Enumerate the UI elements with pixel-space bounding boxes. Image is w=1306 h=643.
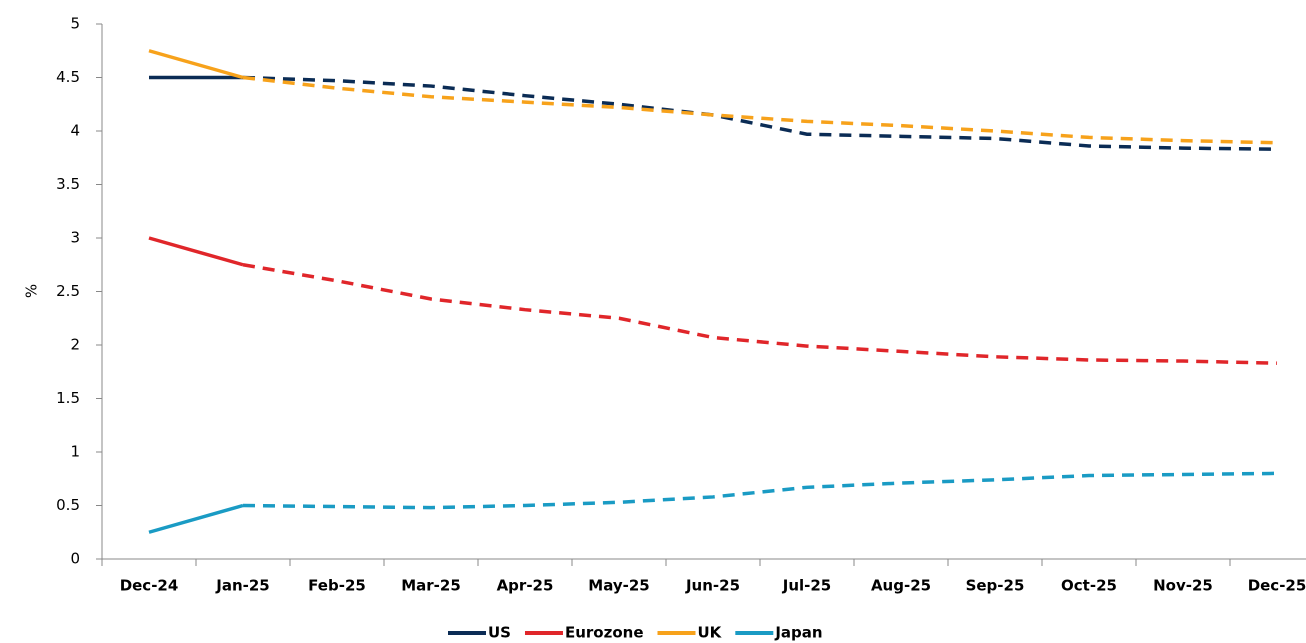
y-tick-label: 1: [70, 443, 80, 461]
legend-label: UK: [698, 624, 723, 642]
x-tick-label: Sep-25: [966, 577, 1025, 595]
y-tick-label: 3.5: [56, 175, 80, 193]
x-tick-label: Jan-25: [215, 577, 269, 595]
line-solid: [148, 49, 244, 80]
x-tick-label: Feb-25: [308, 577, 366, 595]
line-solid: [148, 236, 244, 267]
y-tick-label: 0.5: [56, 496, 80, 514]
legend-label: Japan: [774, 624, 822, 642]
x-tick-label: Aug-25: [871, 577, 931, 595]
y-tick-label: 4.5: [56, 68, 80, 86]
x-tick-label: Dec-24: [120, 577, 179, 595]
y-tick-label: 5: [70, 15, 80, 33]
y-tick-label: 2: [70, 336, 80, 354]
line-dashed: [242, 471, 1278, 510]
x-tick-label: Nov-25: [1153, 577, 1213, 595]
x-tick-label: Apr-25: [497, 577, 554, 595]
y-tick-label: 4: [70, 122, 80, 140]
x-tick-label: May-25: [588, 577, 649, 595]
line-dashed: [242, 263, 1278, 365]
legend-label: US: [488, 624, 511, 642]
x-tick-label: Jun-25: [685, 577, 740, 595]
legend-label: Eurozone: [565, 624, 644, 642]
y-tick-label: 3: [70, 229, 80, 247]
x-tick-label: Jul-25: [782, 577, 832, 595]
line-dashed: [242, 75, 1278, 145]
y-tick-label: 2.5: [56, 282, 80, 300]
y-axis-label: %: [23, 284, 41, 298]
x-tick-label: Oct-25: [1061, 577, 1117, 595]
line-solid: [148, 503, 244, 534]
y-tick-label: 1.5: [56, 389, 80, 407]
x-tick-label: Mar-25: [401, 577, 461, 595]
line-dashed: [242, 75, 1278, 151]
y-tick-label: 0: [70, 550, 80, 568]
x-tick-label: Dec-25: [1248, 577, 1306, 595]
